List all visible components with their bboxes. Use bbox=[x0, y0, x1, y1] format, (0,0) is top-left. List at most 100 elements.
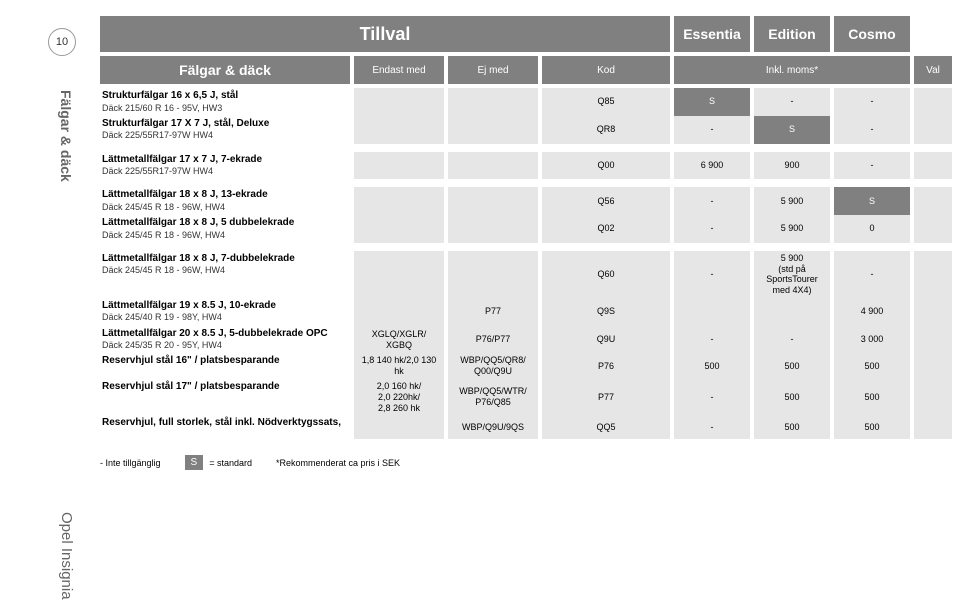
table-row: Strukturfälgar 16 x 6,5 J, stålDäck 215/… bbox=[100, 88, 940, 116]
cell: WBP/Q9U/9QS bbox=[448, 415, 538, 439]
cell: - bbox=[674, 116, 750, 144]
cell: S bbox=[834, 187, 910, 215]
table-body: Strukturfälgar 16 x 6,5 J, stålDäck 215/… bbox=[100, 88, 940, 439]
row-title: Lättmetallfälgar 18 x 8 J, 13-ekrade bbox=[102, 189, 348, 202]
cell bbox=[914, 88, 952, 116]
cell: 5 900 (std på SportsTourer med 4X4) bbox=[754, 251, 830, 298]
cell: QQ5 bbox=[542, 415, 670, 439]
row-name: Lättmetallfälgar 18 x 8 J, 5 dubbelekrad… bbox=[100, 215, 350, 243]
cell: WBP/QQ5/QR8/ Q00/Q9U bbox=[448, 353, 538, 379]
table-row: Lättmetallfälgar 18 x 8 J, 5 dubbelekrad… bbox=[100, 215, 940, 243]
legend-not-available: - Inte tillgänglig bbox=[100, 458, 161, 468]
cell bbox=[448, 116, 538, 144]
cell: Q00 bbox=[542, 152, 670, 180]
cell: P76/P77 bbox=[448, 326, 538, 354]
cell: 0 bbox=[834, 215, 910, 243]
cell bbox=[354, 298, 444, 326]
col-val: Val bbox=[914, 56, 952, 84]
cell: 500 bbox=[834, 353, 910, 379]
row-title: Lättmetallfälgar 17 x 7 J, 7-ekrade bbox=[102, 154, 348, 167]
cell: - bbox=[674, 215, 750, 243]
cell: 500 bbox=[674, 353, 750, 379]
row-name: Lättmetallfälgar 18 x 8 J, 7-dubbelekrad… bbox=[100, 251, 350, 298]
legend: - Inte tillgänglig S = standard *Rekomme… bbox=[100, 455, 950, 470]
cell bbox=[448, 187, 538, 215]
row-name: Reservhjul, full storlek, stål inkl. Nöd… bbox=[100, 415, 350, 439]
cell: - bbox=[834, 116, 910, 144]
cell: Q85 bbox=[542, 88, 670, 116]
cell bbox=[914, 415, 952, 439]
row-subtitle: Däck 225/55R17-97W HW4 bbox=[102, 130, 348, 141]
cell: - bbox=[674, 415, 750, 439]
cell: 5 900 bbox=[754, 215, 830, 243]
col-endast: Endast med bbox=[354, 56, 444, 84]
cell: S bbox=[674, 88, 750, 116]
table-row: Lättmetallfälgar 19 x 8.5 J, 10-ekradeDä… bbox=[100, 298, 940, 326]
row-title: Strukturfälgar 16 x 6,5 J, stål bbox=[102, 90, 348, 103]
row-subtitle: Däck 225/55R17-97W HW4 bbox=[102, 166, 348, 177]
cell: 500 bbox=[754, 415, 830, 439]
content-area: Tillval Essentia Edition Cosmo Fälgar & … bbox=[100, 16, 950, 470]
cell: - bbox=[674, 251, 750, 298]
cell: Q60 bbox=[542, 251, 670, 298]
cell: QR8 bbox=[542, 116, 670, 144]
table-row: Lättmetallfälgar 18 x 8 J, 7-dubbelekrad… bbox=[100, 251, 940, 298]
row-subtitle: Däck 245/35 R 20 - 95Y, HW4 bbox=[102, 340, 348, 351]
row-title: Strukturfälgar 17 X 7 J, stål, Deluxe bbox=[102, 118, 348, 131]
cell bbox=[354, 116, 444, 144]
row-title: Reservhjul, full storlek, stål inkl. Nöd… bbox=[102, 417, 348, 430]
table-row: Reservhjul stål 16" / platsbesparande 1,8… bbox=[100, 353, 940, 379]
row-title: Reservhjul stål 16" / platsbesparande bbox=[102, 355, 348, 368]
cell: Q56 bbox=[542, 187, 670, 215]
cell: P77 bbox=[448, 298, 538, 326]
subheader-row: Fälgar & däck Endast med Ej med Kod Inkl… bbox=[100, 56, 950, 84]
row-title: Lättmetallfälgar 18 x 8 J, 7-dubbelekrad… bbox=[102, 253, 348, 266]
cell: P77 bbox=[542, 379, 670, 415]
sidebar-section: Fälgar & däck bbox=[58, 90, 74, 182]
cell: XGLQ/XGLR/ XGBQ bbox=[354, 326, 444, 354]
cell bbox=[914, 215, 952, 243]
header-tillval: Tillval bbox=[100, 16, 670, 52]
cell: Q02 bbox=[542, 215, 670, 243]
row-subtitle: Däck 245/40 R 19 - 98Y, HW4 bbox=[102, 312, 348, 323]
legend-std-box: S bbox=[185, 455, 204, 470]
table-row: Strukturfälgar 17 X 7 J, stål, DeluxeDäc… bbox=[100, 116, 940, 144]
cell: S bbox=[754, 116, 830, 144]
page-number-badge: 10 bbox=[48, 28, 76, 56]
cell: 500 bbox=[834, 379, 910, 415]
cell: - bbox=[674, 187, 750, 215]
cell: 500 bbox=[834, 415, 910, 439]
cell: 3 000 bbox=[834, 326, 910, 354]
cell: - bbox=[834, 88, 910, 116]
header-trim-edition: Edition bbox=[754, 16, 830, 52]
cell bbox=[914, 353, 952, 379]
table-row: Reservhjul, full storlek, stål inkl. Nöd… bbox=[100, 415, 940, 439]
row-name: Lättmetallfälgar 19 x 8.5 J, 10-ekradeDä… bbox=[100, 298, 350, 326]
cell bbox=[674, 298, 750, 326]
row-title: Lättmetallfälgar 19 x 8.5 J, 10-ekrade bbox=[102, 300, 348, 313]
row-name: Reservhjul stål 16" / platsbesparande bbox=[100, 353, 350, 379]
row-title: Lättmetallfälgar 18 x 8 J, 5 dubbelekrad… bbox=[102, 217, 348, 230]
table-row: Reservhjul stål 17" / platsbesparande2,0… bbox=[100, 379, 940, 415]
row-subtitle: Däck 245/45 R 18 - 96W, HW4 bbox=[102, 230, 348, 241]
cell: 1,8 140 hk/2,0 130 hk bbox=[354, 353, 444, 379]
cell: Q9S bbox=[542, 298, 670, 326]
cell bbox=[354, 215, 444, 243]
cell bbox=[914, 379, 952, 415]
header-row: Tillval Essentia Edition Cosmo bbox=[100, 16, 950, 52]
row-subtitle: Däck 245/45 R 18 - 96W, HW4 bbox=[102, 202, 348, 213]
table-row: Lättmetallfälgar 18 x 8 J, 13-ekradeDäck… bbox=[100, 187, 940, 215]
row-name: Strukturfälgar 17 X 7 J, stål, DeluxeDäc… bbox=[100, 116, 350, 144]
cell: - bbox=[674, 326, 750, 354]
col-kod: Kod bbox=[542, 56, 670, 84]
cell: P76 bbox=[542, 353, 670, 379]
cell bbox=[448, 152, 538, 180]
cell bbox=[914, 251, 952, 298]
row-title: Reservhjul stål 17" / platsbesparande bbox=[102, 381, 348, 394]
row-name: Reservhjul stål 17" / platsbesparande bbox=[100, 379, 350, 415]
row-name: Lättmetallfälgar 18 x 8 J, 13-ekradeDäck… bbox=[100, 187, 350, 215]
subheader-section: Fälgar & däck bbox=[100, 56, 350, 84]
header-trim-essentia: Essentia bbox=[674, 16, 750, 52]
table-row: Lättmetallfälgar 20 x 8.5 J, 5-dubbelekr… bbox=[100, 326, 940, 354]
cell: WBP/QQ5/WTR/ P76/Q85 bbox=[448, 379, 538, 415]
